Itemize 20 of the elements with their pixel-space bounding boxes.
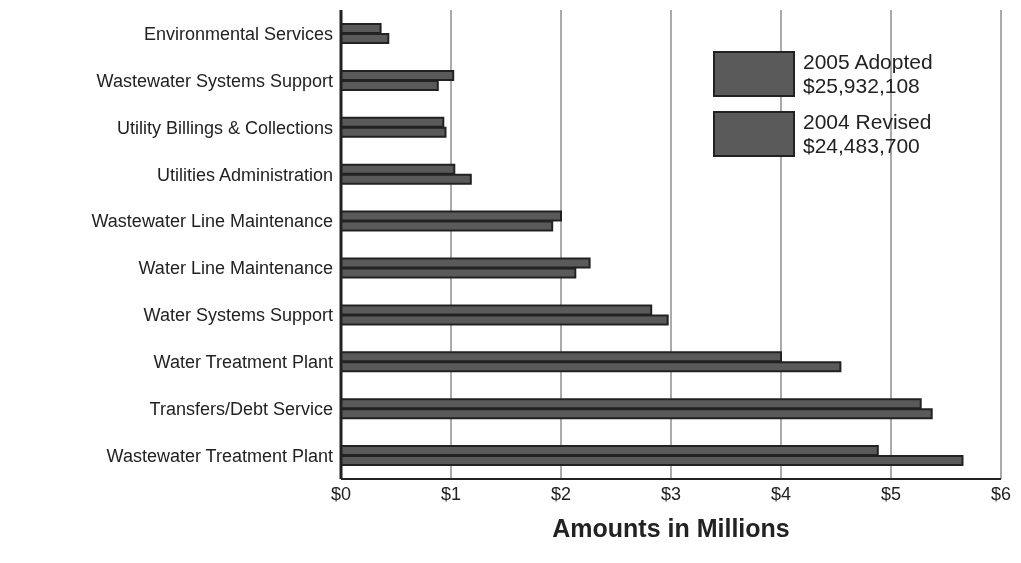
y-tick-label: Utilities Administration [156, 164, 333, 185]
x-tick-label: $5 [880, 483, 902, 504]
y-tick-label: Wastewater Treatment Plant [106, 445, 333, 466]
legend-label: 2005 Adopted $25,932,108 [803, 50, 933, 98]
x-tick-label: $2 [550, 483, 572, 504]
y-tick-label: Transfers/Debt Service [149, 399, 333, 420]
legend-label: 2004 Revised $24,483,700 [803, 110, 932, 158]
x-tick-label: $1 [440, 483, 462, 504]
y-tick-label: Water Systems Support [143, 305, 333, 326]
y-tick-label: Utility Billings & Collections [116, 117, 333, 138]
x-tick-label: $3 [660, 483, 682, 504]
x-axis-title: Amounts in Millions [552, 514, 790, 542]
y-tick-label: Water Treatment Plant [153, 352, 333, 373]
x-tick-label: $0 [330, 483, 352, 504]
x-tick-label: $6 [990, 483, 1012, 504]
y-tick-label: Wastewater Line Maintenance [91, 211, 333, 232]
y-tick-label: Wastewater Systems Support [96, 70, 333, 91]
y-tick-label: Water Line Maintenance [138, 258, 333, 279]
x-tick-label: $4 [770, 483, 792, 504]
y-tick-label: Environmental Services [143, 23, 333, 44]
